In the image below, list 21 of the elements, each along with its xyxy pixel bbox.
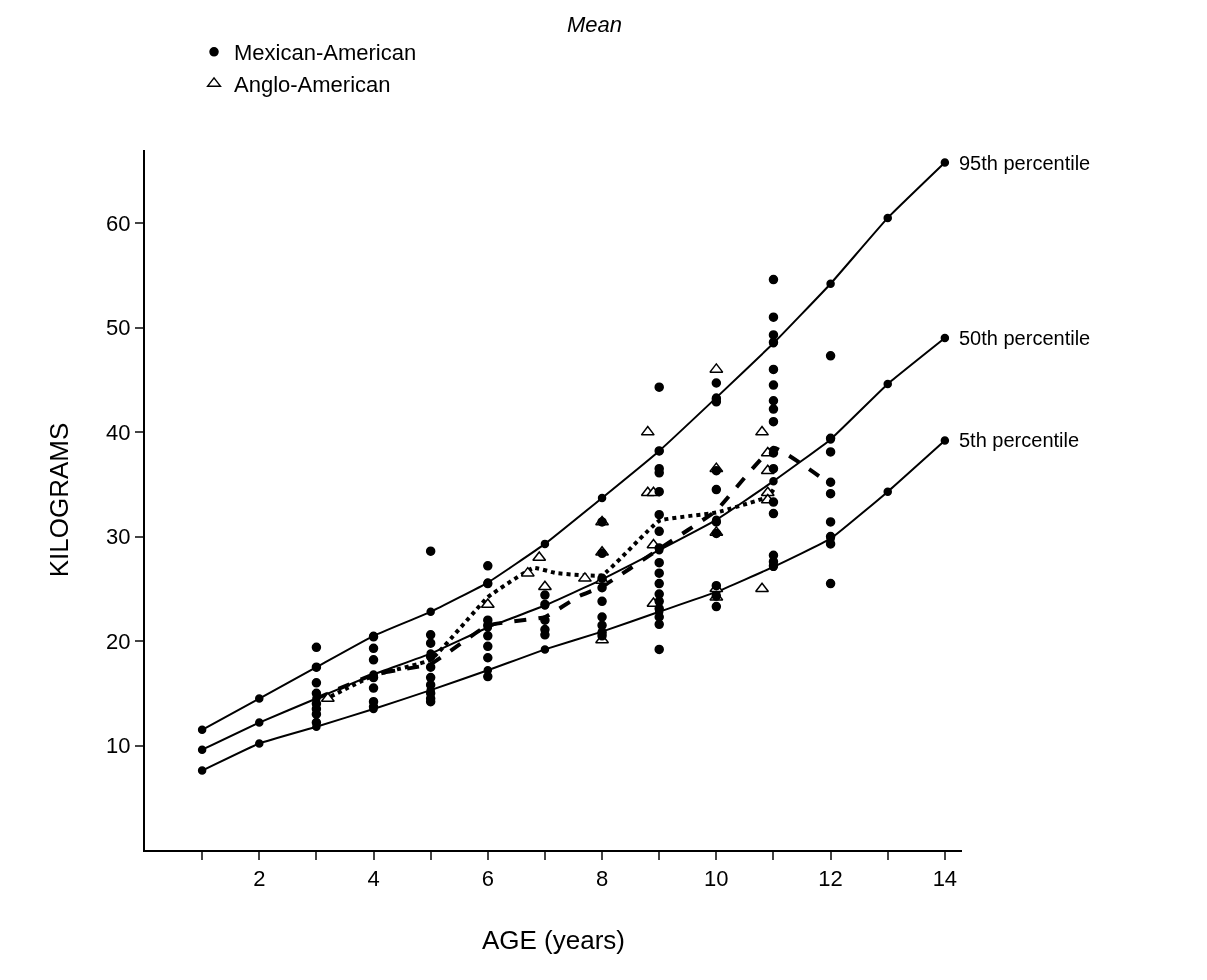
- x-tick-label: 4: [367, 866, 380, 892]
- series-label: 50th percentile: [959, 327, 1091, 349]
- x-tick-label: 8: [595, 866, 609, 892]
- x-axis-title: AGE (years): [481, 924, 626, 955]
- legend-label: Mexican-American: [234, 40, 417, 66]
- series-label: 5th percentile: [959, 429, 1080, 451]
- y-tick-label: 50: [106, 315, 131, 341]
- legend-label: Anglo-American: [234, 71, 391, 97]
- x-tick-label: 14: [932, 866, 958, 892]
- series-label: 95th percentile: [959, 152, 1091, 174]
- y-tick-label: 30: [106, 524, 131, 550]
- y-tick-label: 60: [106, 210, 131, 236]
- x-tick-label: 12: [818, 866, 843, 892]
- y-tick-label: 20: [106, 628, 131, 654]
- text: Mean: [567, 12, 623, 37]
- x-tick-label: 10: [704, 866, 729, 892]
- y-axis-title: KILOGRAMS: [44, 422, 75, 578]
- x-tick-label: 6: [481, 866, 494, 892]
- y-tick-label: 40: [106, 419, 131, 445]
- y-tick-label: 10: [106, 733, 131, 759]
- x-tick-label: 2: [253, 866, 266, 892]
